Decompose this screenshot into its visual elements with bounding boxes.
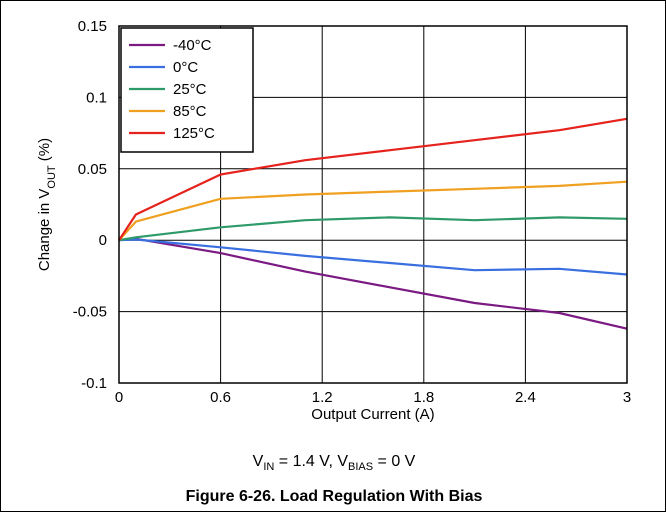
series-line-3 xyxy=(118,216,628,242)
series-line-2 xyxy=(118,238,628,276)
legend-label-2: 0°C xyxy=(173,59,198,76)
x-axis-label: Output Current (A) xyxy=(311,406,434,423)
figure-caption: Figure 6-26. Load Regulation With Bias xyxy=(185,488,483,505)
x-tick-label: 3 xyxy=(623,389,631,406)
y-tick-label: 0.1 xyxy=(86,89,107,106)
y-tick-label: 0.15 xyxy=(78,18,107,35)
series-line-5 xyxy=(118,117,628,241)
legend-label-5: 125°C xyxy=(173,125,215,142)
legend-label-1: -40°C xyxy=(173,37,212,54)
y-axis-label: Change in VOUT (%) xyxy=(36,138,58,271)
legend-label-4: 85°C xyxy=(173,103,207,120)
legend-label-3: 25°C xyxy=(173,81,207,98)
y-tick-label: 0 xyxy=(99,232,107,249)
x-tick-label: 0 xyxy=(115,389,123,406)
test-conditions: VIN = 1.4 V, VBIAS = 0 V xyxy=(252,453,416,474)
x-tick-label: 1.2 xyxy=(312,389,333,406)
series-line-4 xyxy=(118,180,628,241)
y-tick-label: 0.05 xyxy=(78,161,107,178)
y-tick-label: -0.1 xyxy=(81,375,107,392)
x-tick-label: 2.4 xyxy=(515,389,536,406)
x-tick-label: 1.8 xyxy=(413,389,434,406)
x-tick-label: 0.6 xyxy=(210,389,231,406)
y-tick-label: -0.05 xyxy=(73,304,107,321)
plot-border xyxy=(118,25,628,384)
